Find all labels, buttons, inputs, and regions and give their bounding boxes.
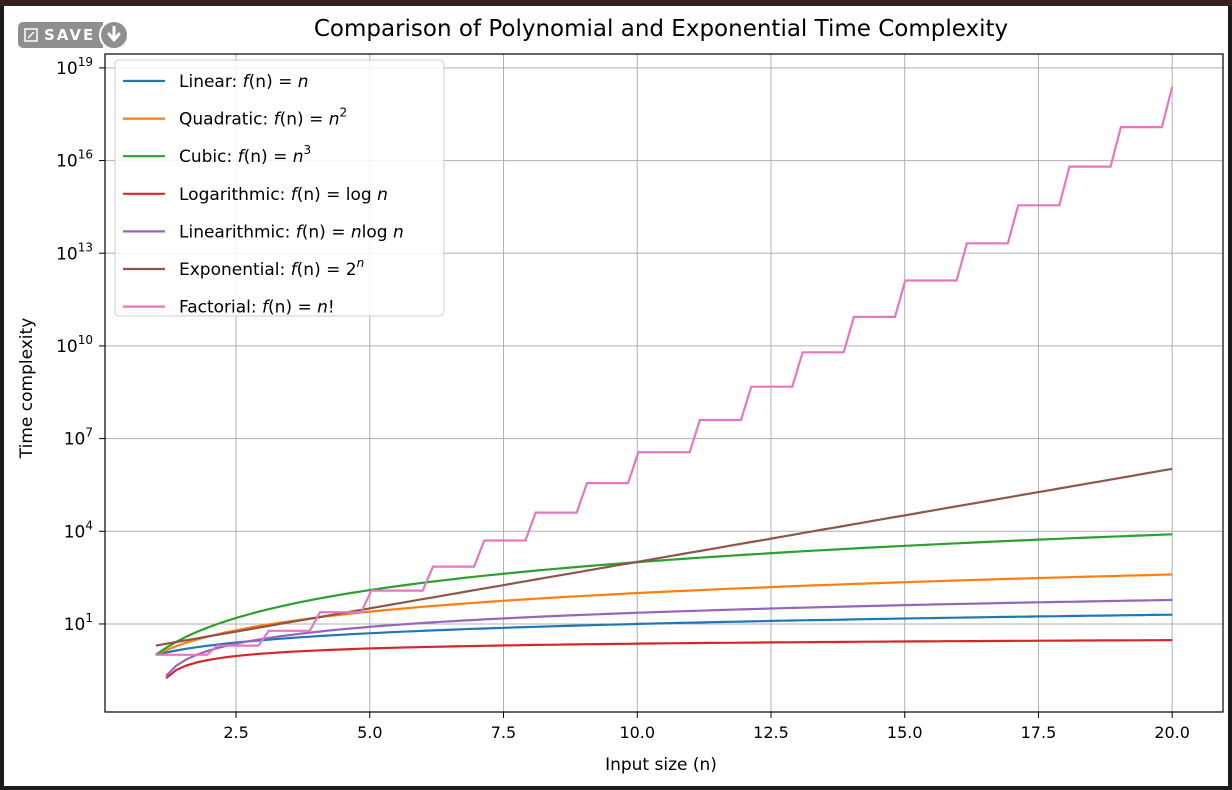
legend-entry: Logarithmic: f(n) = log n	[179, 185, 388, 205]
legend-entry: Cubic: f(n) = n3	[179, 143, 311, 167]
chart-title: Comparison of Polynomial and Exponential…	[314, 16, 1008, 42]
legend-entry: Linearithmic: f(n) = nlog n	[179, 222, 404, 242]
axes: 2.5 5.0 7.5 10.0 12.5 15.0 17.5 20.0 101 104 107 10…	[56, 53, 1224, 742]
y-tick-label: 101	[64, 611, 93, 635]
series-line	[155, 467, 1173, 647]
save-label: SAVE	[44, 26, 96, 44]
series-lines	[155, 86, 1174, 680]
x-tick-label: 7.5	[491, 723, 516, 742]
legend-entry: Linear: f(n) = n	[179, 72, 309, 92]
chart-svg: Comparison of Polynomial and Exponential…	[17, 16, 1224, 775]
legend-box	[114, 59, 445, 317]
series-line	[165, 639, 1173, 680]
plot-frame	[104, 53, 1224, 713]
y-tick-label: 104	[64, 518, 93, 542]
download-arrow-icon	[107, 26, 121, 42]
x-tick-label: 2.5	[223, 723, 248, 742]
x-tick-label: 17.5	[1021, 723, 1057, 742]
x-tick-label: 5.0	[357, 723, 382, 742]
save-pill[interactable]: SAVE	[18, 22, 104, 48]
y-tick-label: 107	[64, 426, 93, 450]
series-line	[155, 86, 1174, 656]
y-tick-label: 1013	[56, 240, 93, 264]
series-line	[155, 613, 1173, 656]
series-line	[165, 598, 1173, 677]
window-top-strip	[0, 0, 1232, 6]
paperclip-icon	[24, 28, 38, 42]
legend: Linear: f(n) = n Quadratic: f(n) = n2 Cubi…	[114, 59, 445, 318]
y-tick-label: 1010	[56, 333, 93, 357]
x-tick-label: 12.5	[753, 723, 789, 742]
legend-entry: Exponential: f(n) = 2n	[179, 256, 364, 280]
y-tick-label: 1016	[56, 148, 93, 172]
x-tick-label: 15.0	[887, 723, 923, 742]
legend-entry: Quadratic: f(n) = n2	[179, 106, 347, 130]
x-axis-label: Input size (n)	[605, 755, 717, 775]
chart-frame: Comparison of Polynomial and Exponential…	[4, 6, 1228, 786]
save-button[interactable]: SAVE	[18, 20, 130, 50]
y-tick-label: 1019	[56, 55, 93, 79]
x-tick-label: 20.0	[1154, 723, 1190, 742]
y-axis-label: Time complexity	[17, 318, 37, 460]
x-tick-label: 10.0	[619, 723, 655, 742]
download-icon[interactable]	[99, 20, 130, 50]
series-line	[155, 533, 1173, 656]
legend-entry: Factorial: f(n) = n!	[179, 298, 335, 318]
